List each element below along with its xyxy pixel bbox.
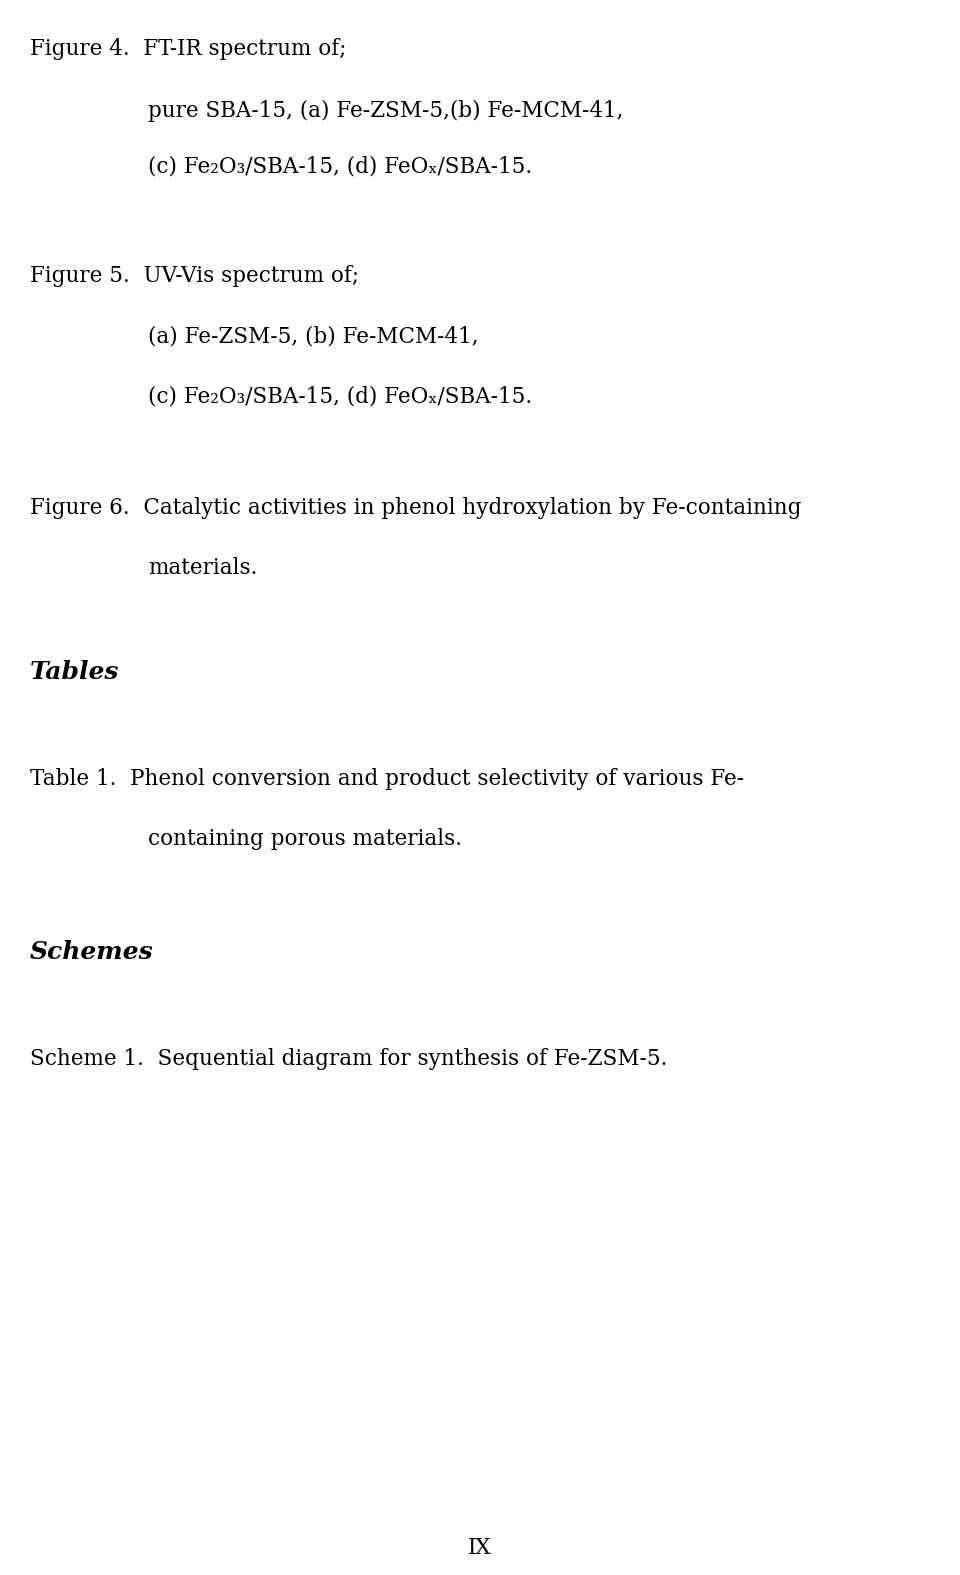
Text: Schemes: Schemes	[30, 940, 154, 964]
Text: Scheme 1.  Sequential diagram for synthesis of Fe-ZSM-5.: Scheme 1. Sequential diagram for synthes…	[30, 1047, 667, 1069]
Text: Figure 5.  UV-Vis spectrum of;: Figure 5. UV-Vis spectrum of;	[30, 265, 359, 287]
Text: IX: IX	[468, 1537, 492, 1559]
Text: Figure 4.  FT-IR spectrum of;: Figure 4. FT-IR spectrum of;	[30, 38, 347, 60]
Text: (c) Fe₂O₃/SBA-15, (d) FeOₓ/SBA-15.: (c) Fe₂O₃/SBA-15, (d) FeOₓ/SBA-15.	[148, 384, 532, 406]
Text: (a) Fe-ZSM-5, (b) Fe-MCM-41,: (a) Fe-ZSM-5, (b) Fe-MCM-41,	[148, 324, 478, 346]
Text: containing porous materials.: containing porous materials.	[148, 828, 462, 851]
Text: pure SBA-15, (a) Fe-ZSM-5,(b) Fe-MCM-41,: pure SBA-15, (a) Fe-ZSM-5,(b) Fe-MCM-41,	[148, 99, 623, 123]
Text: Figure 6.  Catalytic activities in phenol hydroxylation by Fe-containing: Figure 6. Catalytic activities in phenol…	[30, 498, 802, 520]
Text: Table 1.  Phenol conversion and product selectivity of various Fe-: Table 1. Phenol conversion and product s…	[30, 769, 744, 791]
Text: Tables: Tables	[30, 660, 119, 684]
Text: materials.: materials.	[148, 558, 257, 580]
Text: (c) Fe₂O₃/SBA-15, (d) FeOₓ/SBA-15.: (c) Fe₂O₃/SBA-15, (d) FeOₓ/SBA-15.	[148, 154, 532, 176]
